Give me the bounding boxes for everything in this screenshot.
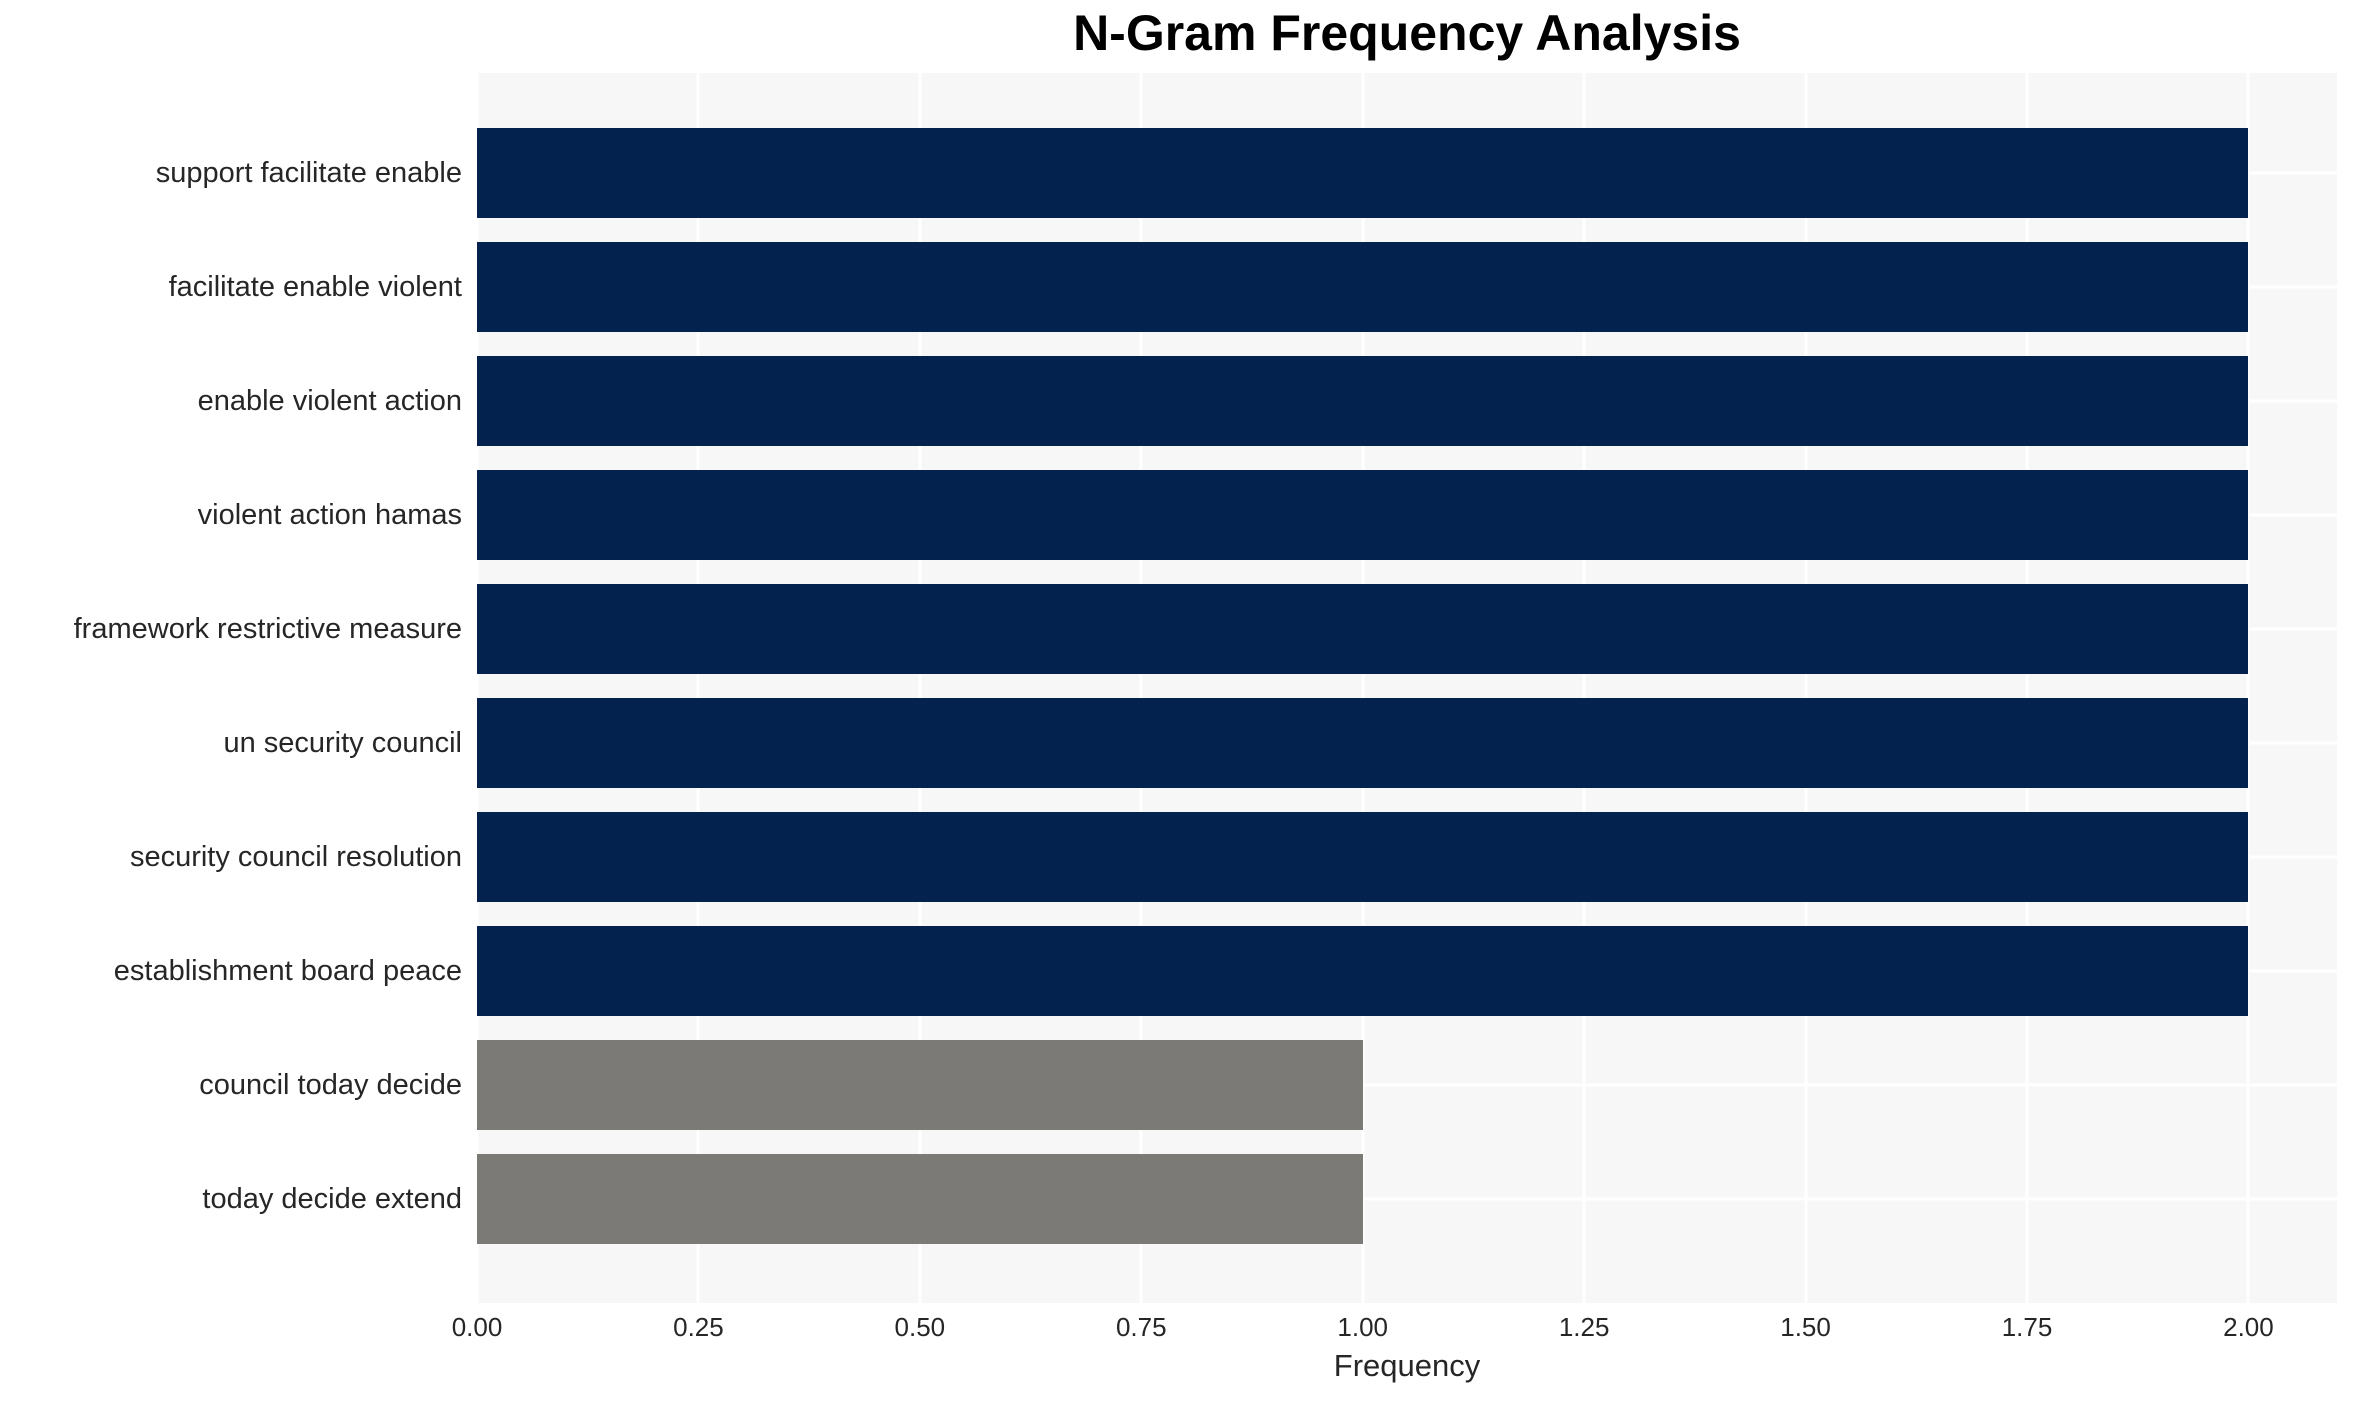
grid-line-vertical (696, 73, 700, 1303)
bar (477, 584, 2249, 674)
grid-line-horizontal (477, 1197, 2337, 1201)
grid-line-vertical (918, 73, 922, 1303)
x-tick-label: 0.50 (894, 1312, 946, 1342)
chart-title: N-Gram Frequency Analysis (1073, 5, 1741, 61)
bar (477, 926, 2249, 1016)
y-category-label: framework restrictive measure (73, 613, 462, 645)
bar (477, 356, 2249, 446)
x-tick-label: 1.50 (1780, 1312, 1831, 1342)
grid-line-vertical (2246, 73, 2250, 1303)
bar (477, 1154, 1363, 1244)
x-axis-label: Frequency (1333, 1348, 1481, 1383)
y-category-label: facilitate enable violent (168, 271, 462, 303)
y-category-label: support facilitate enable (155, 157, 462, 189)
grid-line-vertical (1361, 73, 1365, 1303)
bar (477, 698, 2249, 788)
bar (477, 128, 2249, 218)
x-tick-label: 1.00 (1337, 1312, 1388, 1342)
x-tick-label: 1.75 (2001, 1312, 2053, 1342)
y-category-label: council today decide (199, 1069, 462, 1101)
grid-line-horizontal (477, 1083, 2337, 1087)
bar (477, 242, 2249, 332)
x-tick-label: 2.00 (2223, 1312, 2274, 1342)
plot-area (475, 73, 2337, 1303)
bar (477, 812, 2249, 902)
x-tick-label: 1.25 (1558, 1312, 1610, 1342)
grid-line-vertical (1582, 73, 1586, 1303)
grid-line-vertical (475, 73, 479, 1303)
grid-line-vertical (2025, 73, 2029, 1303)
bar (477, 470, 2249, 560)
y-category-label: today decide extend (202, 1183, 462, 1215)
grid-line-vertical (1139, 73, 1143, 1303)
grid-line-vertical (1804, 73, 1808, 1303)
y-category-label: enable violent action (197, 385, 462, 417)
y-category-label: violent action hamas (197, 499, 462, 531)
x-tick-label: 0.25 (673, 1312, 724, 1342)
y-category-label: un security council (223, 727, 462, 759)
x-tick-label: 0.75 (1115, 1312, 1167, 1342)
y-category-label: establishment board peace (113, 955, 462, 987)
bar (477, 1040, 1363, 1130)
y-category-label: security council resolution (129, 841, 462, 873)
x-tick-label: 0.00 (451, 1312, 503, 1342)
